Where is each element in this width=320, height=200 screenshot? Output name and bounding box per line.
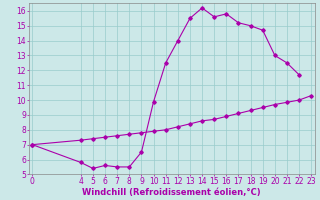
X-axis label: Windchill (Refroidissement éolien,°C): Windchill (Refroidissement éolien,°C) <box>83 188 261 197</box>
